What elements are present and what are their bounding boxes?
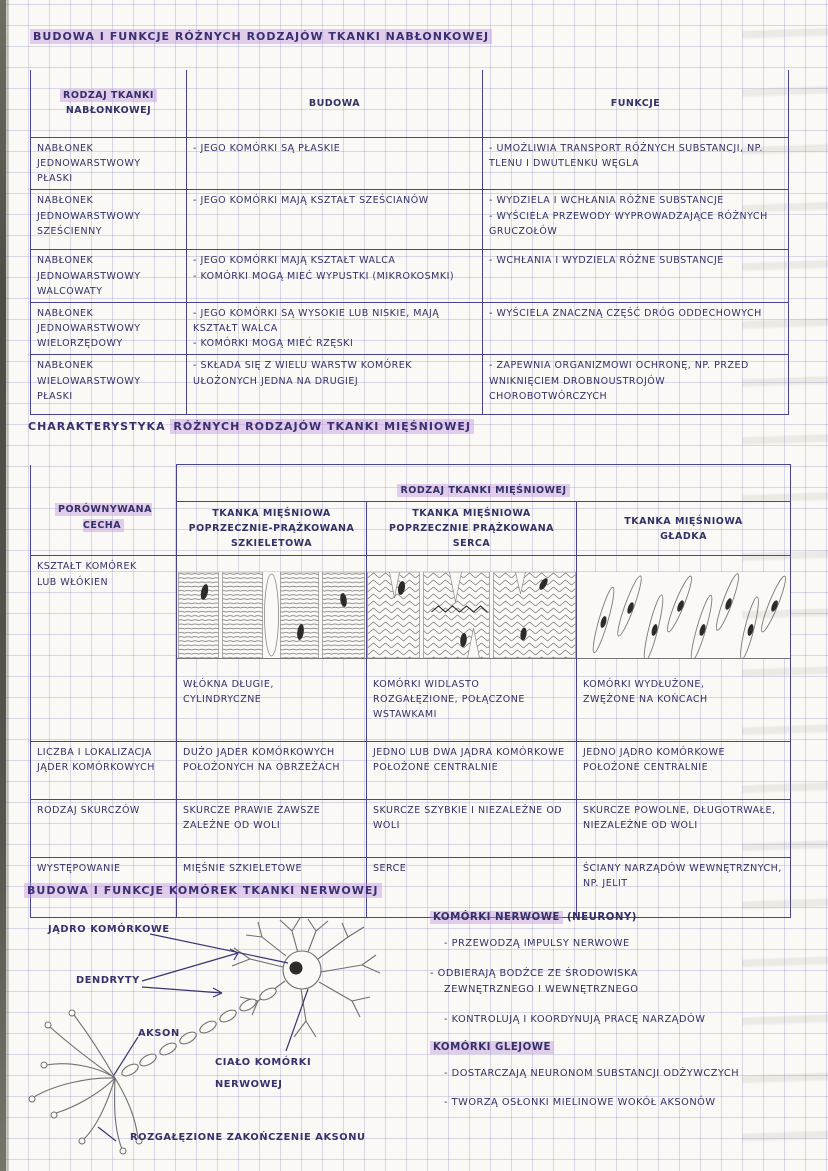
header-rodzaj-tkanki-miesniowej-text: RODZAJ TKANKI MIĘŚNIOWEJ	[397, 484, 570, 498]
caption-gladka: KOMÓRKI WYDŁUŻONE, ZWĘŻONE NA KOŃCACH	[583, 678, 708, 705]
cell-funkcje-5: - ZAPEWNIA ORGANIZMOWI OCHRONĘ, NP. PRZE…	[482, 354, 789, 416]
section3-title: BUDOWA I FUNKCJE KOMÓREK TKANKI NERWOWEJ	[24, 883, 382, 898]
table-row: NABŁONEK JEDNOWARSTWOWY WALCOWATY - JEGO…	[30, 249, 789, 303]
cell-typ-5: NABŁONEK WIELOWARSTWOWY PŁASKI	[30, 354, 187, 416]
cell-ksztalt-szkieletowa: WŁÓKNA DŁUGIE, CYLINDRYCZNE	[176, 555, 367, 742]
header-porownywana-cecha: PORÓWNYWANA CECHA	[30, 464, 177, 557]
glejowe-item-1: - DOSTARCZAJĄ NEURONOM SUBSTANCJI ODŻYWC…	[444, 1067, 740, 1079]
cell-typ-4: NABŁONEK JEDNOWARSTWOWY WIELORZĘDOWY	[30, 301, 187, 356]
cell-liczba-szkieletowa: DUŻO JĄDER KOMÓRKOWYCH POŁOŻONYCH NA OBR…	[176, 740, 367, 800]
glejowe-header: KOMÓRKI GLEJOWE	[430, 1040, 822, 1054]
neurony-item-1: - PRZEWODZĄ IMPULSY NERWOWE	[444, 938, 630, 949]
cell-wystepowanie-serca: SERCE	[366, 856, 577, 918]
cell-liczba-jader: LICZBA I LOKALIZACJA JĄDER KOMÓRKOWYCH	[30, 740, 177, 800]
table-row: LICZBA I LOKALIZACJA JĄDER KOMÓRKOWYCH D…	[30, 740, 792, 800]
neurony-header-rest: (NEURONY)	[566, 912, 637, 923]
header-gladka: TKANKA MIĘŚNIOWA GŁADKA	[575, 501, 792, 557]
cardiac-muscle-sketch	[367, 571, 576, 659]
neurony-header: KOMÓRKI NERWOWE (NEURONY)	[430, 911, 822, 924]
section2-title-hl: RÓŻNYCH RODZAJÓW TKANKI MIĘŚNIOWEJ	[170, 419, 475, 434]
table-row: NABŁONEK JEDNOWARSTWOWY SZEŚCIENNY - JEG…	[30, 189, 789, 251]
cell-funkcje-3: - WCHŁANIA I WYDZIELA RÓŻNE SUBSTANCJE	[482, 249, 789, 303]
muscle-table: PORÓWNYWANA CECHA RODZAJ TKANKI MIĘŚNIOW…	[30, 463, 792, 918]
muscle-column-header-row: TKANKA MIĘŚNIOWA POPRZECZNIE-PRĄŻKOWANA …	[31, 501, 792, 557]
header-rodzaj-tkanki: RODZAJ TKANKI NABŁONKOWEJ	[30, 70, 187, 138]
neuron-sketch	[28, 917, 381, 1155]
caption-szkieletowa: WŁÓKNA DŁUGIE, CYLINDRYCZNE	[183, 678, 274, 705]
header-szkieletowa: TKANKA MIĘŚNIOWA POPRZECZNIE-PRĄŻKOWANA …	[176, 501, 367, 557]
epithelium-table-header-row: RODZAJ TKANKI NABŁONKOWEJ BUDOWA FUNKCJE	[30, 70, 789, 138]
neurony-header-hl: KOMÓRKI NERWOWE	[430, 911, 563, 924]
cell-budowa-5: - SKŁADA SIĘ Z WIELU WARSTW KOMÓREK UŁOŻ…	[186, 354, 483, 416]
caption-serca: KOMÓRKI WIDLASTO ROZGAŁĘZIONE, POŁĄCZONE…	[373, 678, 525, 721]
cell-budowa-2: - JEGO KOMÓRKI MAJĄ KSZTAŁT SZEŚCIANÓW	[186, 189, 483, 251]
cell-typ-3: NABŁONEK JEDNOWARSTWOWY WALCOWATY	[30, 249, 187, 303]
cell-typ-2: NABŁONEK JEDNOWARSTWOWY SZEŚCIENNY	[30, 189, 187, 251]
label-akson: AKSON	[138, 1028, 180, 1039]
smooth-muscle-sketch	[577, 571, 791, 659]
cell-funkcje-2: - WYDZIELA I WCHŁANIA RÓŻNE SUBSTANCJE -…	[482, 189, 789, 251]
cell-liczba-serca: JEDNO LUB DWA JĄDRA KOMÓRKOWE POŁOŻONE C…	[366, 740, 577, 800]
table-row: NABŁONEK JEDNOWARSTWOWY PŁASKI - JEGO KO…	[30, 136, 789, 191]
section2-title-plain: CHARAKTERYSTYKA	[28, 420, 171, 433]
page-left-edge	[0, 0, 6, 1171]
section1-title: BUDOWA I FUNKCJE RÓŻNYCH RODZAJÓW TKANKI…	[30, 29, 493, 44]
label-cialo-komorki: CIAŁO KOMÓRKI NERWOWEJ	[215, 1057, 312, 1090]
muscle-span-header-row: PORÓWNYWANA CECHA RODZAJ TKANKI MIĘŚNIOW…	[30, 463, 792, 557]
page-left-edge-shadow	[6, 0, 9, 1171]
cell-funkcje-4: - WYŚCIELA ZNACZNĄ CZĘŚĆ DRÓG ODDECHOWYC…	[482, 301, 789, 356]
skeletal-muscle-sketch	[177, 571, 366, 659]
label-dendryty: DENDRYTY	[76, 975, 140, 986]
cell-wystepowanie-szkieletowa: MIĘŚNIE SZKIELETOWE	[176, 856, 367, 918]
glejowe-header-text: KOMÓRKI GLEJOWE	[430, 1040, 554, 1054]
cell-ksztalt: KSZTAŁT KOMÓREK LUB WŁÓKIEN	[30, 555, 177, 742]
neurony-item-2: - ODBIERAJĄ BODŹCE ZE ŚRODOWISKA ZEWNĘTR…	[430, 967, 639, 996]
header-rodzaj-tkanki-miesniowej: RODZAJ TKANKI MIĘŚNIOWEJ	[175, 463, 792, 503]
section3-title-text: BUDOWA I FUNKCJE KOMÓREK TKANKI NERWOWEJ	[24, 883, 382, 898]
cell-ksztalt-gladka: KOMÓRKI WYDŁUŻONE, ZWĘŻONE NA KOŃCACH	[575, 555, 792, 742]
table-row: NABŁONEK JEDNOWARSTWOWY WIELORZĘDOWY - J…	[30, 301, 789, 356]
table-row: NABŁONEK WIELOWARSTWOWY PŁASKI - SKŁADA …	[30, 354, 789, 416]
cell-budowa-1: - JEGO KOMÓRKI SĄ PŁASKIE	[186, 136, 483, 191]
cell-skurcze-szkieletowa: SKURCZE PRAWIE ZAWSZE ZALEŻNE OD WOLI	[176, 798, 367, 858]
cell-liczba-gladka: JEDNO JĄDRO KOMÓRKOWE POŁOŻONE CENTRALNI…	[575, 740, 792, 800]
table-row: WYSTĘPOWANIE MIĘŚNIE SZKIELETOWE SERCE Ś…	[30, 856, 792, 918]
cell-budowa-4: - JEGO KOMÓRKI SĄ WYSOKIE LUB NISKIE, MA…	[186, 301, 483, 356]
label-rozgalezione-zakonczenie: ROZGAŁĘZIONE ZAKOŃCZENIE AKSONU	[130, 1132, 366, 1143]
cell-rodzaj-skurczow: RODZAJ SKURCZÓW	[30, 798, 177, 858]
glejowe-item-2: - TWORZĄ OSŁONKI MIELINOWE WOKÓŁ AKSONÓW	[444, 1097, 716, 1109]
section1-title-text: BUDOWA I FUNKCJE RÓŻNYCH RODZAJÓW TKANKI…	[30, 29, 493, 44]
cell-budowa-3: - JEGO KOMÓRKI MAJĄ KSZTAŁT WALCA - KOMÓ…	[186, 249, 483, 303]
neuron-diagram	[10, 915, 430, 1171]
header-budowa: BUDOWA	[186, 70, 483, 138]
cell-typ-1: NABŁONEK JEDNOWARSTWOWY PŁASKI	[30, 136, 187, 191]
header-serca: TKANKA MIĘŚNIOWA POPRZECZNIE PRĄŻKOWANA …	[366, 501, 577, 557]
cell-wystepowanie-gladka: ŚCIANY NARZĄDÓW WEWNĘTRZNYCH, NP. JELIT	[575, 856, 792, 918]
section2-title: CHARAKTERYSTYKA RÓŻNYCH RODZAJÓW TKANKI …	[28, 419, 475, 434]
cell-ksztalt-serca: KOMÓRKI WIDLASTO ROZGAŁĘZIONE, POŁĄCZONE…	[366, 555, 577, 742]
epithelium-table: RODZAJ TKANKI NABŁONKOWEJ BUDOWA FUNKCJE…	[30, 70, 789, 416]
header-porownywana-cecha-text: PORÓWNYWANA CECHA	[55, 503, 152, 532]
cell-skurcze-gladka: SKURCZE POWOLNE, DŁUGOTRWAŁE, NIEZALEŻNE…	[575, 798, 792, 858]
cell-skurcze-serca: SKURCZE SZYBKIE I NIEZALEŻNE OD WOLI	[366, 798, 577, 858]
label-jadro-komorkowe: JĄDRO KOMÓRKOWE	[48, 924, 170, 935]
muscle-shape-row: KSZTAŁT KOMÓREK LUB WŁÓKIEN	[30, 555, 792, 742]
neurony-item-3: - KONTROLUJĄ I KOORDYNUJĄ PRACĘ NARZĄDÓW	[444, 1013, 706, 1025]
nerve-notes: KOMÓRKI NERWOWE (NEURONY) - PRZEWODZĄ IM…	[430, 911, 822, 1125]
table-row: RODZAJ SKURCZÓW SKURCZE PRAWIE ZAWSZE ZA…	[30, 798, 792, 858]
cell-wystepowanie: WYSTĘPOWANIE	[30, 856, 177, 918]
header-rodzaj-tkanki-line1: RODZAJ TKANKI	[60, 89, 157, 103]
header-funkcje: FUNKCJE	[482, 70, 789, 138]
header-rodzaj-tkanki-line2: NABŁONKOWEJ	[65, 105, 152, 117]
cell-funkcje-1: - UMOŻLIWIA TRANSPORT RÓŻNYCH SUBSTANCJI…	[482, 136, 789, 191]
